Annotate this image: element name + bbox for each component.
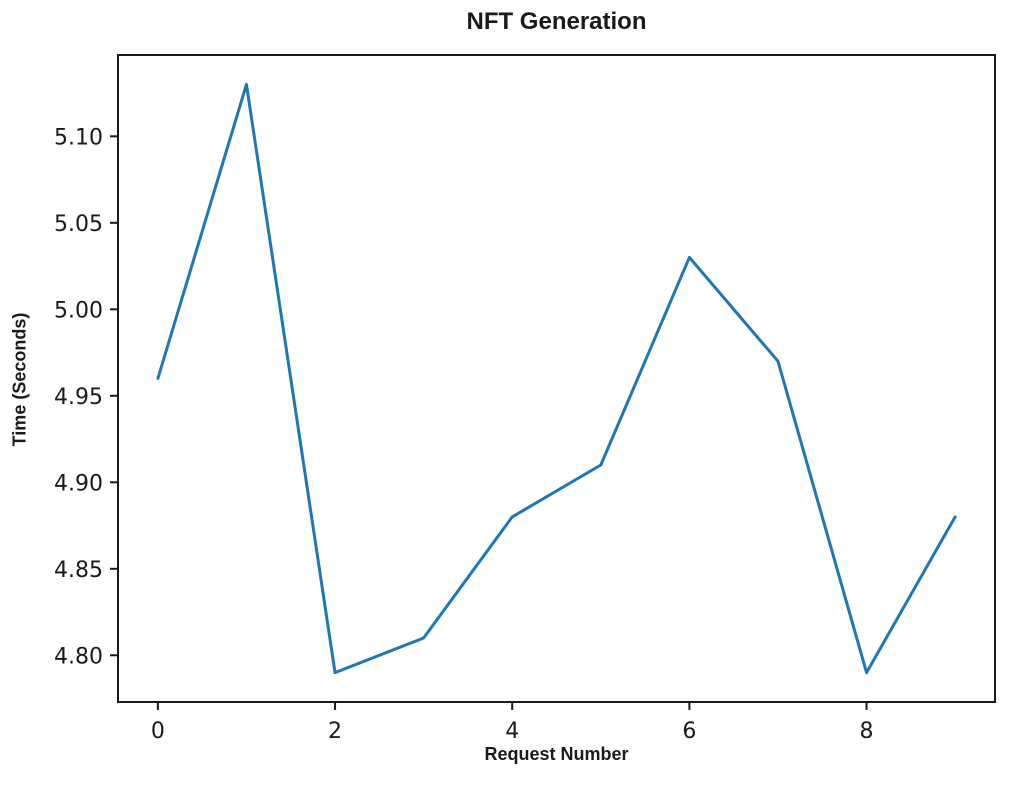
y-tick-label: 5.00 xyxy=(54,298,103,323)
time-series-line xyxy=(156,82,957,675)
plot-frame xyxy=(117,54,996,703)
x-tick-label: 8 xyxy=(860,719,874,744)
y-tick-label: 4.95 xyxy=(54,385,103,410)
x-tick-label: 2 xyxy=(328,719,342,744)
y-tick-label: 4.85 xyxy=(54,558,103,583)
y-axis-ticks: 4.80 4.85 4.90 4.95 5.00 5.05 5.10 xyxy=(54,125,118,669)
y-tick-label: 4.90 xyxy=(54,471,103,496)
y-tick-label: 5.05 xyxy=(54,212,103,237)
chart-title: NFT Generation xyxy=(466,8,647,35)
data-series xyxy=(156,82,957,675)
x-axis-label: Request Number xyxy=(484,744,629,764)
x-tick-label: 6 xyxy=(682,719,696,744)
x-axis-ticks: 0 2 4 6 8 xyxy=(151,702,874,744)
x-tick-label: 0 xyxy=(151,719,165,744)
y-tick-label: 5.10 xyxy=(54,125,103,150)
y-tick-label: 4.80 xyxy=(54,644,103,669)
x-tick-label: 4 xyxy=(505,719,519,744)
